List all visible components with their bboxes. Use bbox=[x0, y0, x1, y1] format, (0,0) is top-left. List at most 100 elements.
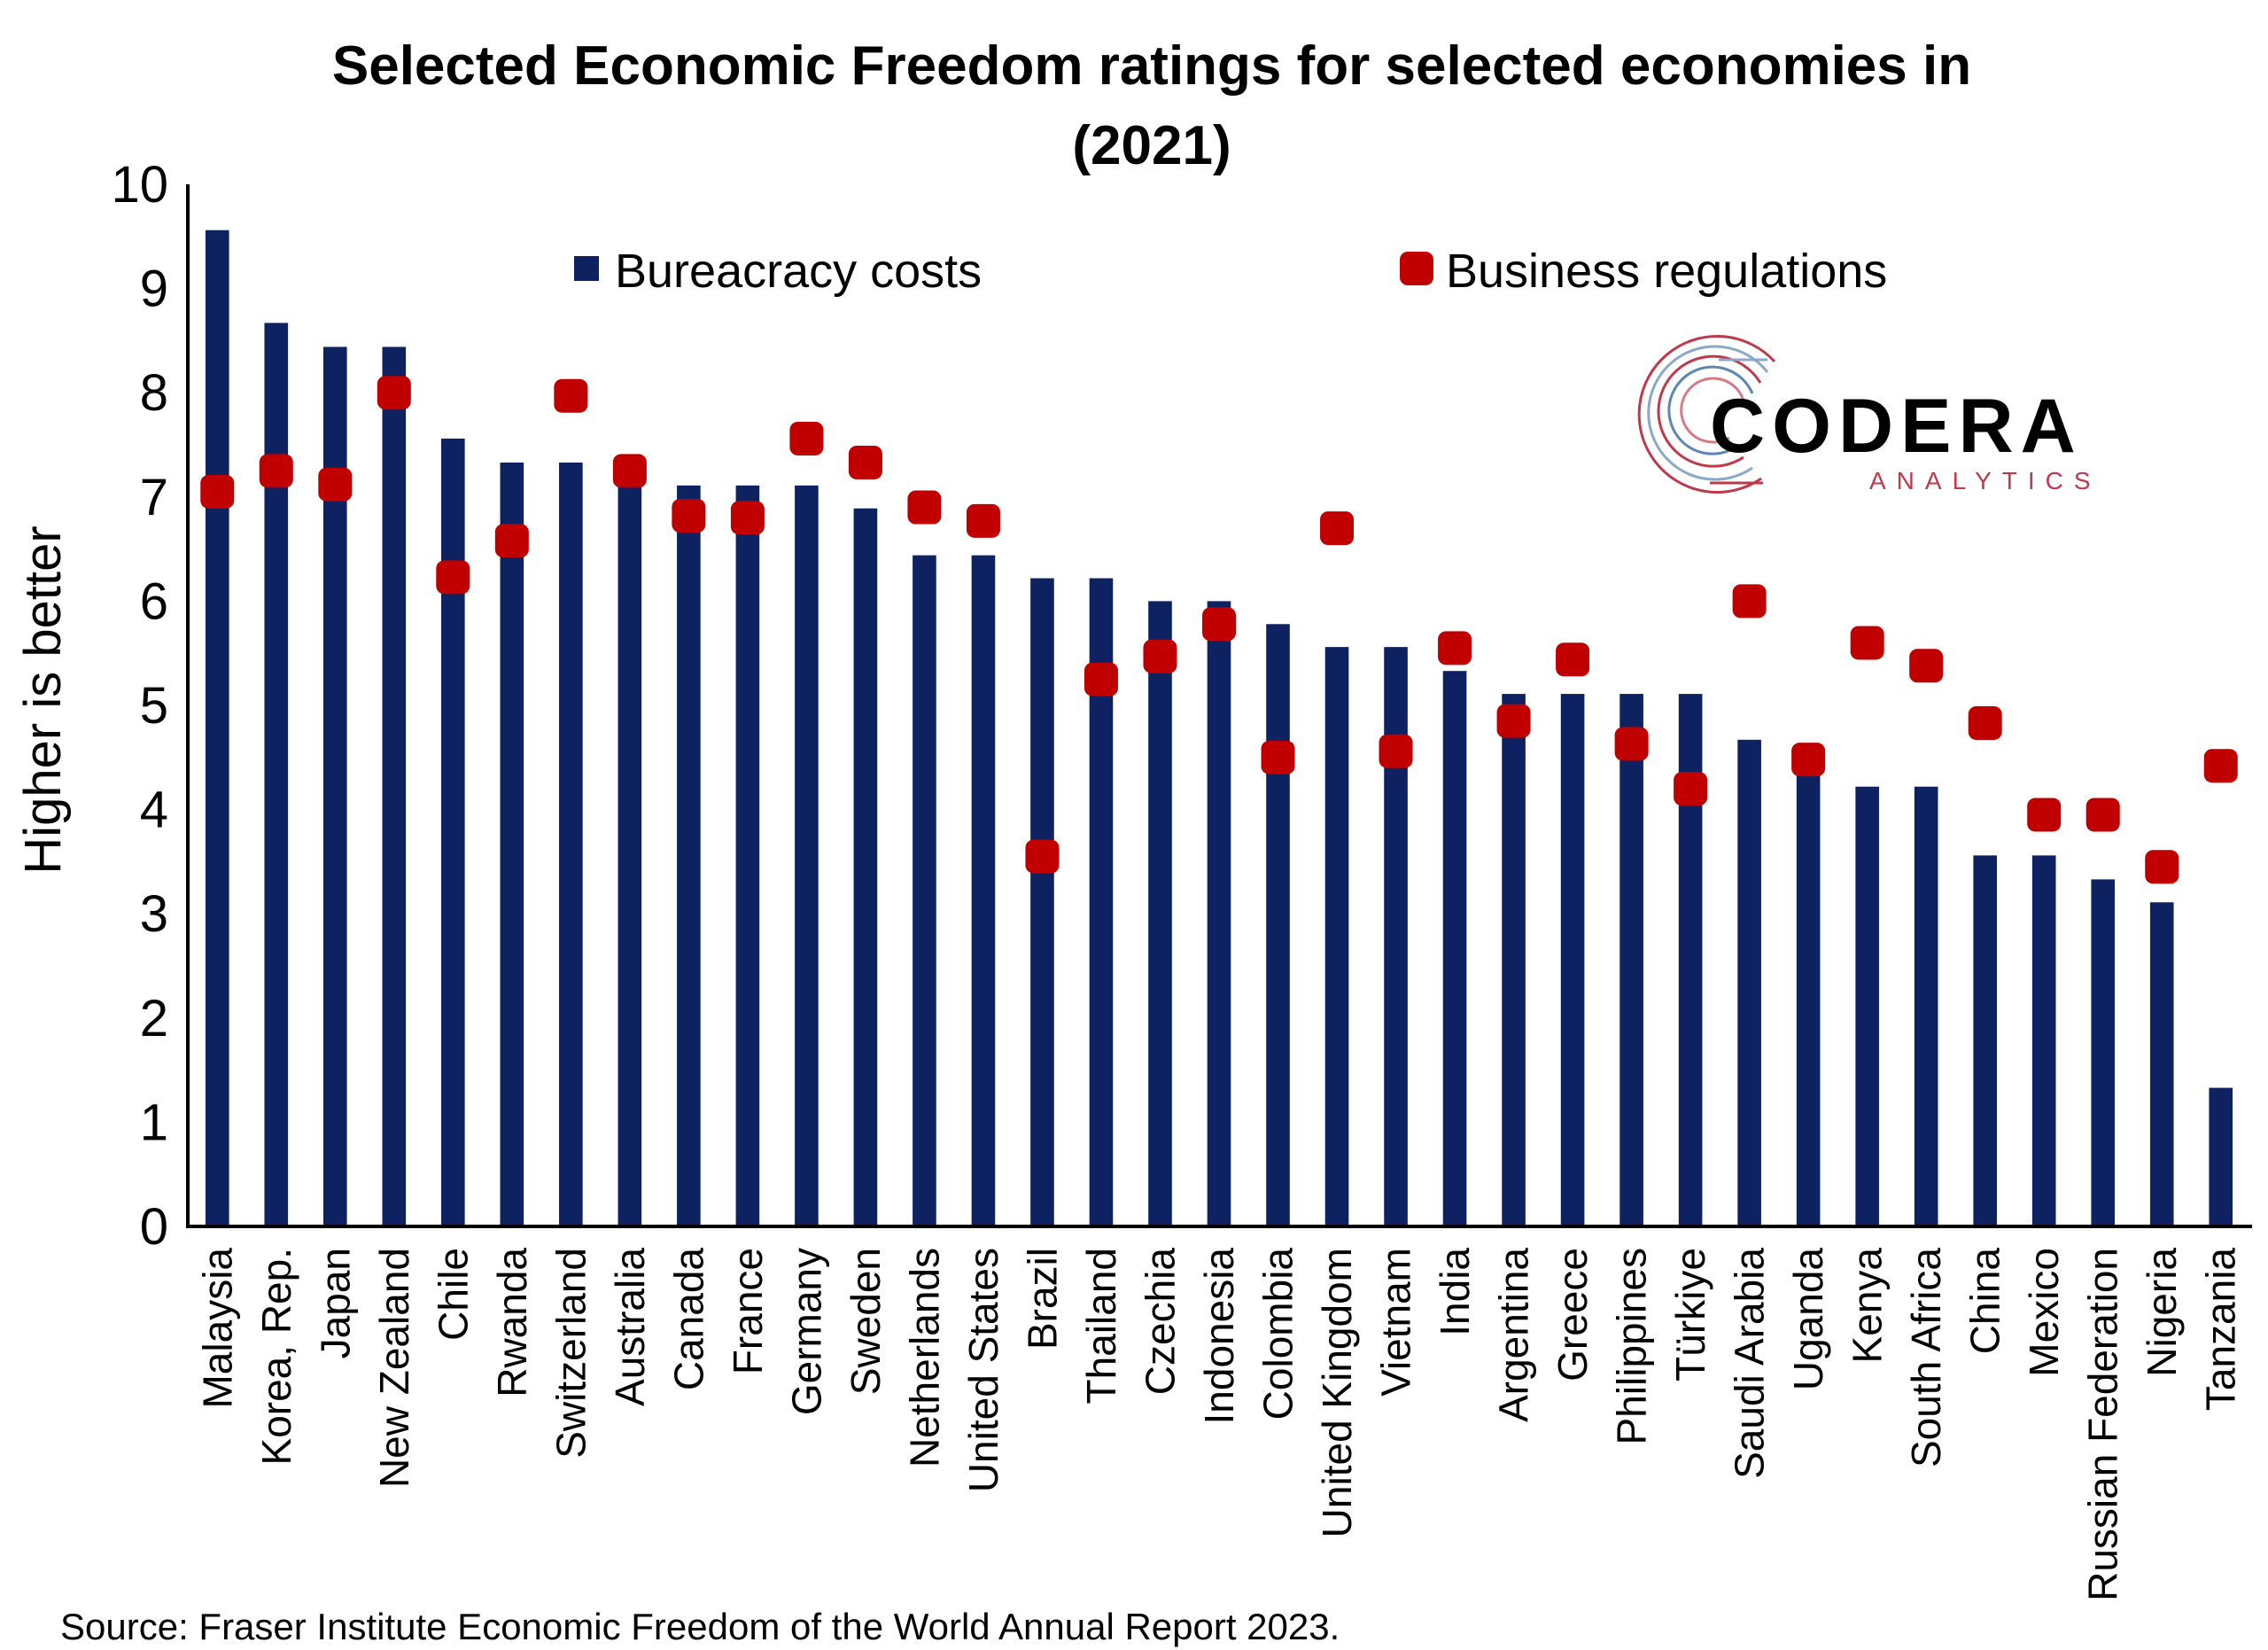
x-tick-label: Türkiye bbox=[1667, 1248, 1713, 1381]
y-tick-label: 8 bbox=[140, 364, 168, 422]
y-tick-label: 1 bbox=[140, 1094, 168, 1151]
bar-bureacracy-costs bbox=[205, 230, 229, 1226]
marker-business-regulations bbox=[1143, 639, 1177, 673]
bar-bureacracy-costs bbox=[1855, 786, 1879, 1226]
bar-bureacracy-costs bbox=[1384, 647, 1408, 1226]
x-tick-label: Switzerland bbox=[548, 1248, 594, 1459]
marker-business-regulations bbox=[730, 501, 765, 535]
bar-bureacracy-costs bbox=[913, 555, 936, 1226]
y-tick-label: 6 bbox=[140, 572, 168, 630]
bar-bureacracy-costs bbox=[1560, 694, 1585, 1226]
bar-bureacracy-costs bbox=[1148, 601, 1172, 1226]
x-tick-label: France bbox=[725, 1248, 771, 1374]
y-tick-label: 10 bbox=[111, 156, 168, 214]
x-tick-label: Chile bbox=[430, 1248, 476, 1341]
marker-business-regulations bbox=[789, 421, 824, 455]
x-tick-label: Brazil bbox=[1019, 1248, 1065, 1350]
x-tick-label: Sweden bbox=[843, 1248, 889, 1395]
marker-business-regulations bbox=[1732, 584, 1767, 619]
bar-bureacracy-costs bbox=[2149, 902, 2174, 1226]
bar-bureacracy-costs bbox=[971, 555, 996, 1226]
marker-business-regulations bbox=[1084, 662, 1118, 697]
marker-business-regulations bbox=[318, 467, 353, 502]
marker-business-regulations bbox=[200, 474, 235, 509]
source-note: Source: Fraser Institute Economic Freedo… bbox=[60, 1606, 1340, 1647]
marker-business-regulations bbox=[2085, 798, 2120, 832]
x-tick-label: Korea, Rep. bbox=[253, 1248, 299, 1465]
y-tick-label: 0 bbox=[140, 1198, 168, 1256]
bar-bureacracy-costs bbox=[1737, 739, 1761, 1226]
bar-bureacracy-costs bbox=[1619, 694, 1643, 1226]
marker-business-regulations bbox=[1556, 642, 1590, 677]
marker-business-regulations bbox=[1438, 631, 1472, 665]
codera-logo: CODERA ANALYTICS bbox=[1637, 335, 2091, 494]
marker-business-regulations bbox=[907, 490, 942, 525]
marker-business-regulations bbox=[2203, 749, 2238, 783]
x-tick-label: Japan bbox=[312, 1248, 358, 1358]
marker-business-regulations bbox=[1791, 743, 1826, 777]
marker-business-regulations bbox=[377, 376, 411, 410]
bar-bureacracy-costs bbox=[1796, 763, 1821, 1226]
marker-business-regulations bbox=[966, 503, 1000, 538]
marker-business-regulations bbox=[2145, 850, 2179, 884]
legend-swatch-business bbox=[1400, 252, 1433, 285]
x-tick-label: Russian Federation bbox=[2080, 1248, 2126, 1601]
bar-bureacracy-costs bbox=[1266, 624, 1290, 1226]
y-tick-label: 2 bbox=[140, 990, 168, 1047]
bar-bureacracy-costs bbox=[1324, 647, 1349, 1226]
x-tick-label: Rwanda bbox=[489, 1248, 535, 1397]
bar-bureacracy-costs bbox=[795, 485, 819, 1226]
x-tick-label: India bbox=[1432, 1248, 1478, 1336]
y-tick-label: 9 bbox=[140, 261, 168, 318]
marker-business-regulations bbox=[1674, 772, 1708, 806]
bar-bureacracy-costs bbox=[1442, 671, 1467, 1226]
bar-series bbox=[205, 230, 2233, 1227]
x-tick-label: Canada bbox=[665, 1248, 711, 1391]
x-tick-label: Argentina bbox=[1491, 1248, 1537, 1422]
bar-bureacracy-costs bbox=[1502, 694, 1526, 1226]
x-tick-label: United Kingdom bbox=[1314, 1248, 1360, 1537]
x-tick-label: Uganda bbox=[1785, 1248, 1831, 1391]
x-tick-labels: Malaysia Korea, Rep. Japan New Zealand Chile… bbox=[194, 1248, 2243, 1601]
bar-bureacracy-costs bbox=[1207, 601, 1231, 1226]
x-tick-label: Nigeria bbox=[2139, 1248, 2185, 1377]
marker-business-regulations bbox=[2027, 798, 2062, 832]
x-tick-label: Indonesia bbox=[1196, 1248, 1242, 1425]
x-tick-label: Philippines bbox=[1609, 1248, 1655, 1444]
bar-bureacracy-costs bbox=[2209, 1087, 2233, 1226]
x-tick-label: Malaysia bbox=[194, 1248, 240, 1409]
marker-series bbox=[200, 376, 2238, 884]
chart-title-line2: (2021) bbox=[1072, 115, 1231, 176]
marker-business-regulations bbox=[259, 454, 293, 488]
marker-business-regulations bbox=[1909, 649, 1944, 683]
bar-bureacracy-costs bbox=[853, 508, 878, 1226]
bar-bureacracy-costs bbox=[1030, 578, 1054, 1226]
x-tick-label: Australia bbox=[607, 1248, 653, 1406]
bar-bureacracy-costs bbox=[2091, 879, 2116, 1226]
marker-business-regulations bbox=[1261, 740, 1295, 774]
bar-bureacracy-costs bbox=[735, 485, 760, 1226]
bar-bureacracy-costs bbox=[382, 346, 407, 1226]
y-tick-label: 5 bbox=[140, 677, 168, 735]
legend-label-bureacracy: Bureacracy costs bbox=[615, 245, 982, 298]
x-tick-label: Vietnam bbox=[1373, 1248, 1419, 1397]
marker-business-regulations bbox=[1025, 839, 1060, 874]
y-tick-label: 3 bbox=[140, 885, 168, 943]
x-tick-label: Greece bbox=[1550, 1248, 1596, 1381]
y-axis-label: Higher is better bbox=[14, 525, 72, 874]
chart-title-line1: Selected Economic Freedom ratings for se… bbox=[332, 35, 1971, 97]
marker-business-regulations bbox=[436, 560, 470, 595]
marker-business-regulations bbox=[1202, 607, 1236, 642]
marker-business-regulations bbox=[1379, 734, 1413, 768]
marker-business-regulations bbox=[554, 378, 588, 413]
legend-label-business: Business regulations bbox=[1446, 245, 1887, 298]
bar-bureacracy-costs bbox=[441, 438, 465, 1227]
x-tick-label: Germany bbox=[783, 1248, 829, 1415]
bar-bureacracy-costs bbox=[1973, 855, 1997, 1226]
marker-business-regulations bbox=[672, 498, 706, 533]
y-tick-label: 7 bbox=[140, 469, 168, 526]
x-tick-label: United States bbox=[960, 1248, 1006, 1492]
x-tick-label: South Africa bbox=[1903, 1248, 1949, 1467]
bar-bureacracy-costs bbox=[559, 462, 583, 1226]
